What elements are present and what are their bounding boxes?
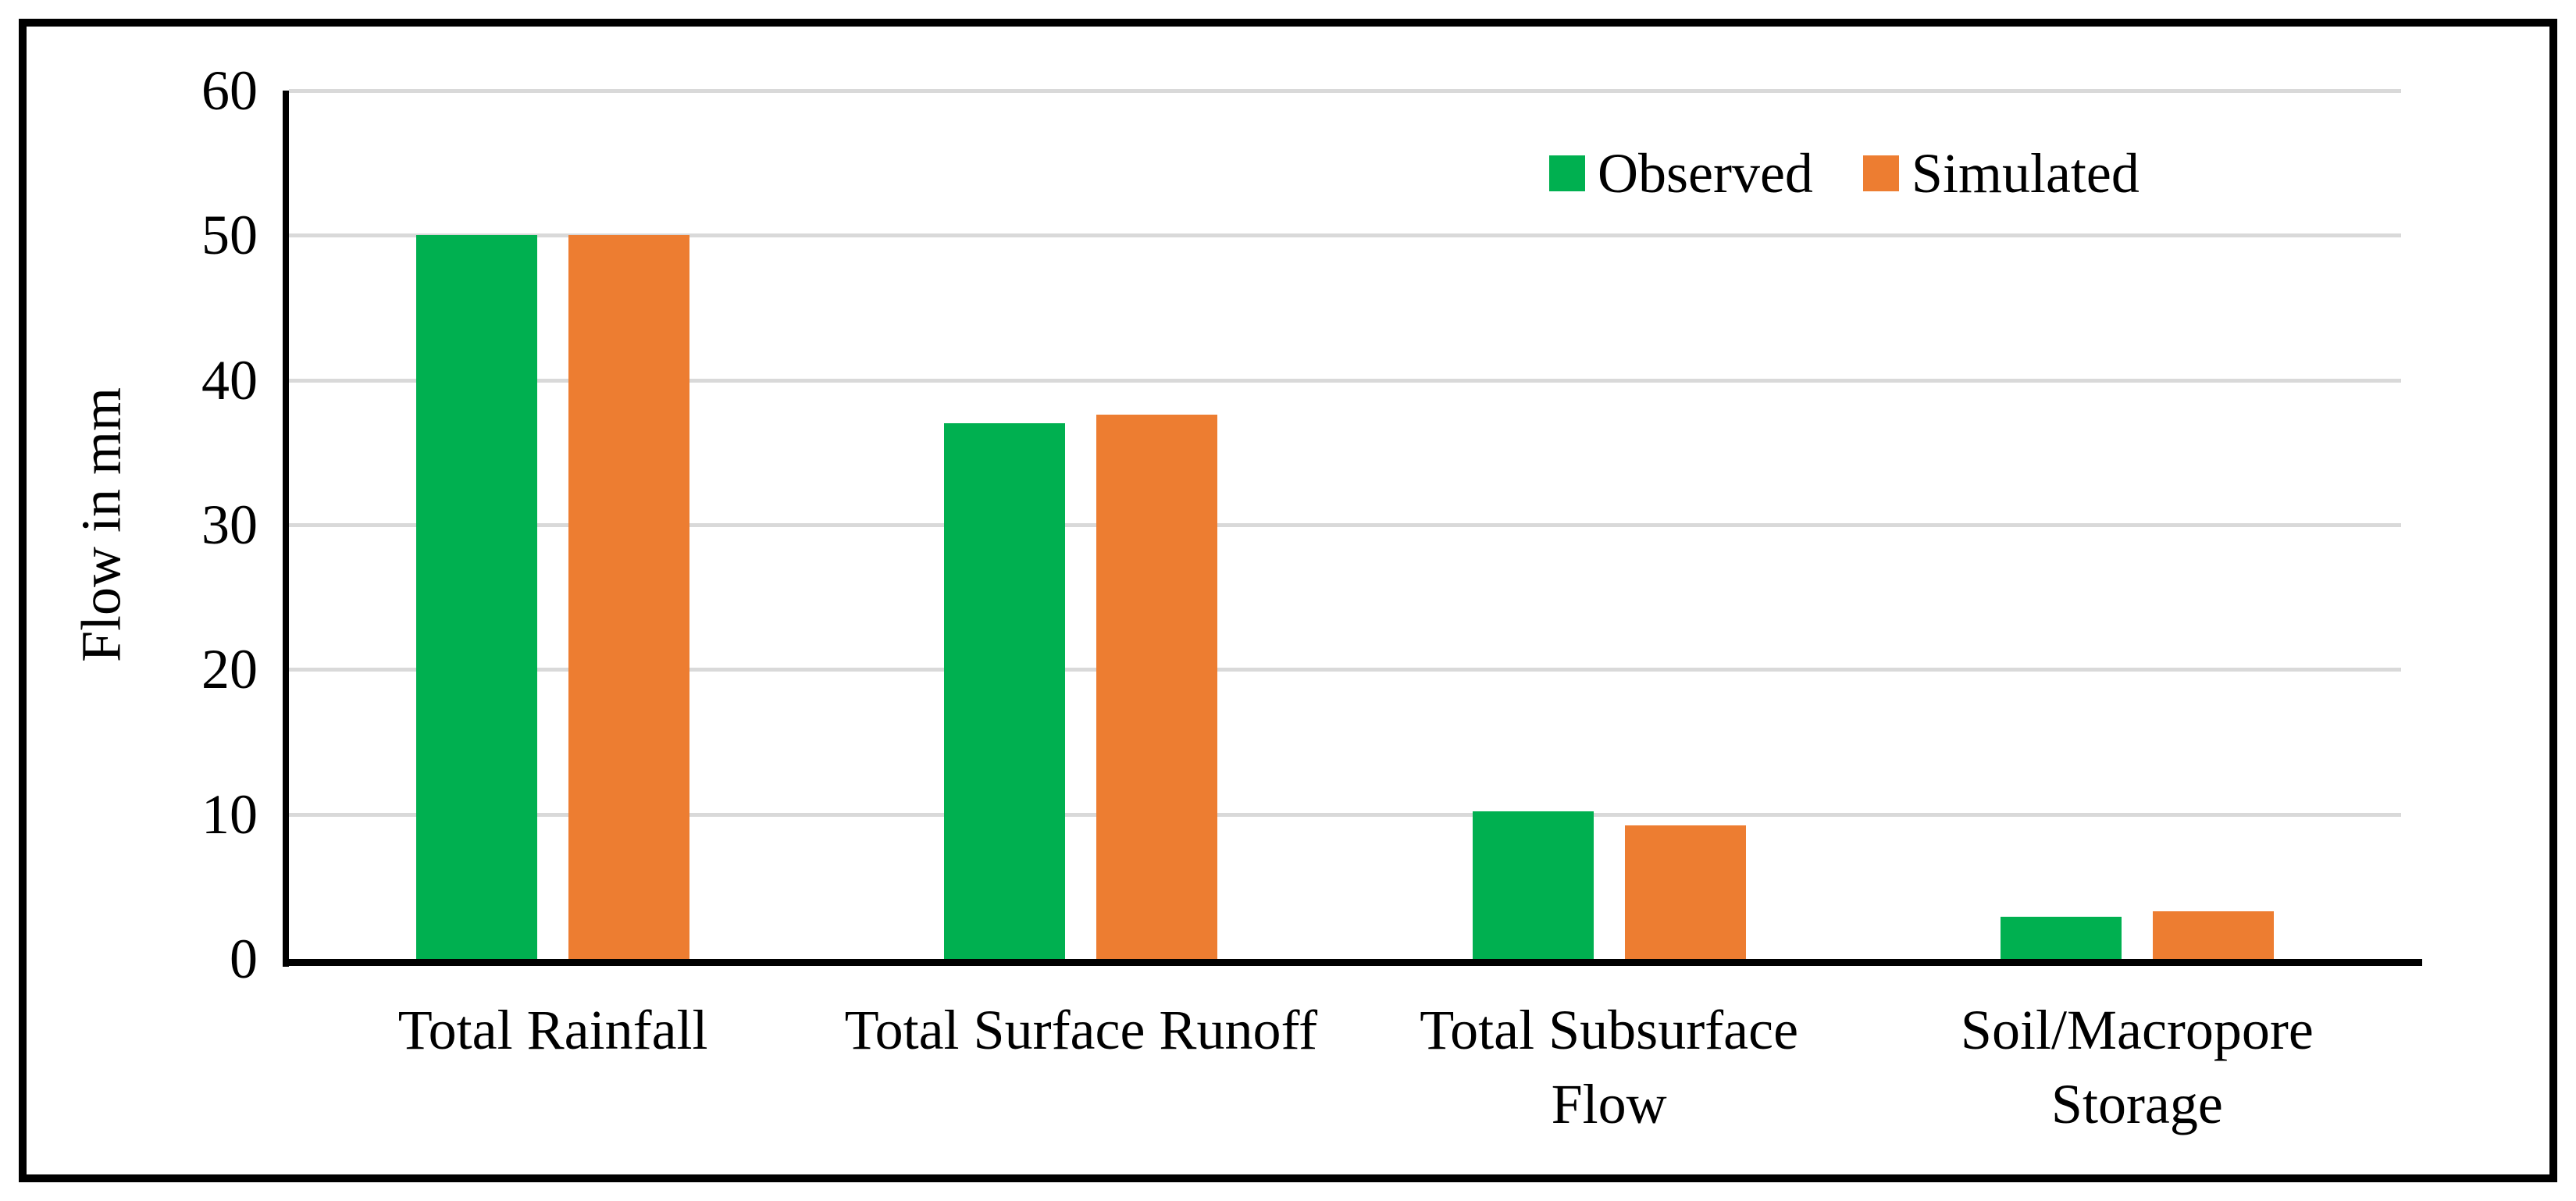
x-category-label-3: Total Subsurface Flow (1420, 999, 1799, 1136)
gridline-50 (289, 233, 2401, 238)
x-category-labels: Total Rainfall Total Surface Runoff Total … (289, 993, 2401, 1142)
y-tick-label-0: 0 (230, 928, 258, 990)
chart-frame: 0 10 20 30 40 50 60 Flow in mm Total Rainfall T… (19, 19, 2557, 1182)
bar-group-4 (1873, 91, 2401, 959)
bar-observed-4 (2000, 917, 2122, 959)
y-tick-label-40: 40 (201, 348, 258, 412)
bar-group-1 (289, 91, 817, 959)
bar-simulated-4 (2152, 911, 2274, 959)
legend-item-simulated: Simulated (1862, 141, 2140, 206)
legend-label-simulated: Simulated (1911, 142, 2140, 205)
bar-simulated-2 (1096, 415, 1218, 959)
bar-group-2 (817, 91, 1345, 959)
x-category-label-4: Soil/Macropore Storage (1960, 999, 2314, 1136)
y-tick-label-50: 50 (201, 204, 258, 267)
bar-observed-1 (416, 235, 538, 959)
gridline-60 (289, 89, 2401, 93)
bars-layer (289, 91, 2401, 959)
bar-group-3 (1345, 91, 1873, 959)
y-tick-label-10: 10 (201, 782, 258, 846)
y-axis-title: Flow in mm (69, 387, 133, 663)
gridline-20 (289, 668, 2401, 672)
gridline-40 (289, 378, 2401, 383)
y-axis-line (283, 91, 289, 967)
x-category-label-2: Total Surface Runoff (844, 999, 1318, 1061)
legend: Observed Simulated (1549, 141, 2140, 206)
legend-swatch-simulated (1862, 155, 1899, 191)
x-axis-line (283, 959, 2422, 966)
x-category-label-1: Total Rainfall (397, 999, 708, 1061)
y-tick-label-20: 20 (201, 638, 258, 701)
bar-observed-3 (1472, 811, 1594, 959)
legend-swatch-observed (1549, 155, 1585, 191)
gridline-30 (289, 523, 2401, 527)
bar-observed-2 (944, 423, 1066, 959)
gridline-10 (289, 812, 2401, 817)
y-tick-label-60: 60 (201, 59, 258, 122)
legend-label-observed: Observed (1598, 142, 1813, 205)
bar-simulated-1 (568, 235, 690, 959)
y-tick-label-30: 30 (201, 494, 258, 556)
bar-simulated-3 (1624, 825, 1746, 959)
legend-item-observed: Observed (1549, 141, 1813, 206)
